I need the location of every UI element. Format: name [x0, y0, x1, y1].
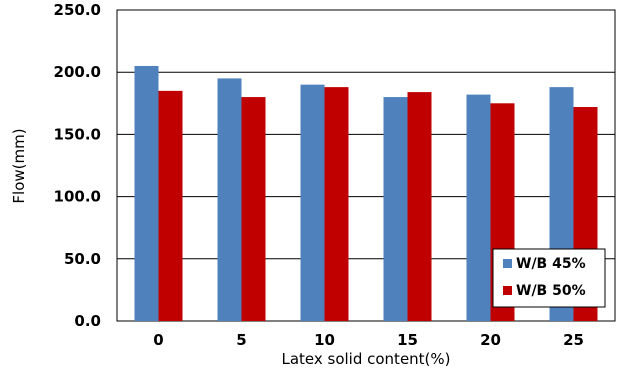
y-tick-label: 50.0 [64, 250, 101, 268]
x-axis-title: Latex solid content(%) [281, 350, 450, 368]
bar-series-2-cat-5 [241, 97, 266, 321]
bar-series-2-cat-0 [158, 90, 183, 321]
y-axis-title: Flow(mm) [10, 128, 28, 203]
bar-series-1-cat-10 [300, 84, 325, 321]
legend-label-series-2: W/B 50% [516, 283, 586, 299]
x-tick-label: 10 [314, 331, 335, 349]
legend-label-series-1: W/B 45% [516, 256, 586, 272]
legend-box [492, 248, 606, 308]
y-tick-label: 0.0 [74, 312, 101, 330]
y-axis-ticks: 0.0 50.0 100.0 150.0 200.0 250.0 [54, 1, 101, 330]
legend-swatch-series-1 [503, 259, 512, 268]
bar-series-1-cat-20 [466, 94, 491, 321]
x-tick-label: 0 [153, 331, 163, 349]
x-tick-label: 5 [236, 331, 246, 349]
y-tick-label: 150.0 [54, 125, 101, 143]
x-tick-label: 15 [397, 331, 418, 349]
legend: W/B 45% W/B 50% [492, 248, 606, 308]
bar-series-1-cat-0 [134, 65, 159, 321]
y-tick-label: 200.0 [54, 63, 101, 81]
y-tick-label: 250.0 [54, 1, 101, 19]
x-tick-label: 20 [480, 331, 501, 349]
bars [134, 65, 598, 322]
x-axis-ticks: 0 5 10 15 20 25 [153, 331, 584, 349]
bar-series-1-cat-15 [383, 97, 408, 321]
bar-series-2-cat-10 [324, 87, 349, 322]
bar-series-1-cat-5 [217, 78, 242, 321]
y-tick-label: 100.0 [54, 188, 101, 206]
bar-series-2-cat-15 [407, 92, 432, 321]
x-tick-label: 25 [563, 331, 584, 349]
legend-swatch-series-2 [503, 286, 512, 295]
